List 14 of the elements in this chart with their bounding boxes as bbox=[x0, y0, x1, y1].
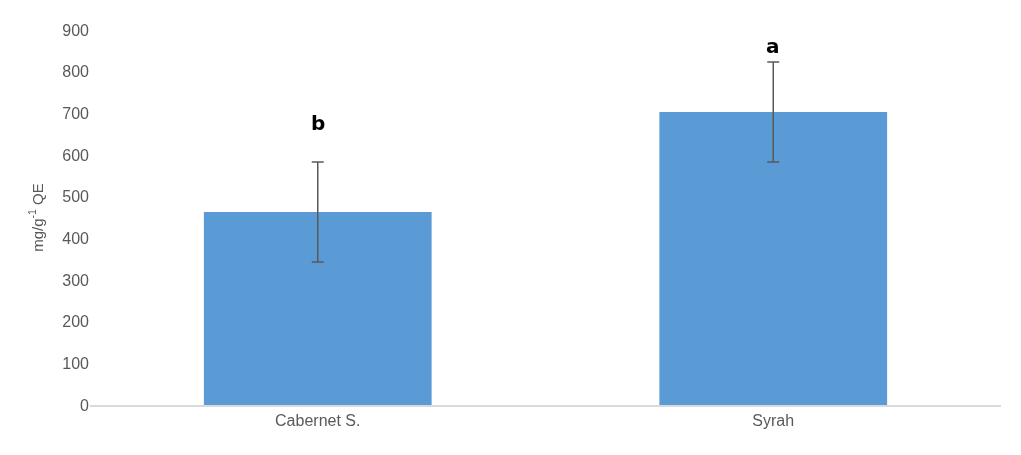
x-tick-label: Cabernet S. bbox=[275, 412, 361, 430]
y-tick-label: 800 bbox=[62, 63, 90, 81]
y-tick-label: 700 bbox=[62, 104, 90, 122]
y-tick-label: 100 bbox=[62, 354, 90, 372]
y-tick-label: 300 bbox=[62, 271, 90, 289]
y-tick-label: 0 bbox=[80, 396, 90, 414]
y-tick-label: 900 bbox=[62, 21, 90, 39]
y-tick-label: 600 bbox=[62, 146, 90, 164]
annotation: a bbox=[766, 34, 780, 58]
y-tick-label: 500 bbox=[62, 188, 90, 206]
annotation: b bbox=[311, 111, 326, 135]
y-tick-label: 400 bbox=[62, 229, 90, 247]
x-tick-label: Syrah bbox=[752, 412, 795, 430]
y-tick-label: 200 bbox=[62, 313, 90, 331]
